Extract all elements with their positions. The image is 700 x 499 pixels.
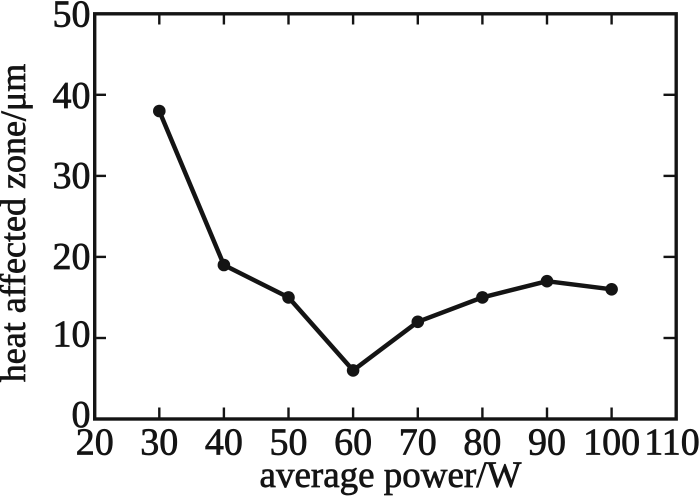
svg-text:average power/W: average power/W	[260, 455, 522, 496]
svg-text:heat affected zone/μm: heat affected zone/μm	[0, 64, 33, 382]
svg-text:20: 20	[53, 236, 91, 278]
svg-text:0: 0	[72, 394, 91, 436]
svg-text:50: 50	[53, 0, 91, 36]
svg-text:70: 70	[399, 422, 437, 464]
svg-text:30: 30	[53, 155, 91, 197]
svg-text:50: 50	[270, 422, 308, 464]
svg-text:100: 100	[583, 422, 640, 464]
svg-text:10: 10	[53, 314, 91, 356]
svg-text:40: 40	[205, 422, 243, 464]
svg-text:80: 80	[463, 422, 501, 464]
svg-text:110: 110	[644, 422, 700, 464]
svg-text:90: 90	[528, 422, 566, 464]
svg-text:20: 20	[76, 422, 114, 464]
svg-text:30: 30	[140, 422, 178, 464]
svg-text:60: 60	[334, 422, 372, 464]
svg-text:40: 40	[53, 75, 91, 117]
